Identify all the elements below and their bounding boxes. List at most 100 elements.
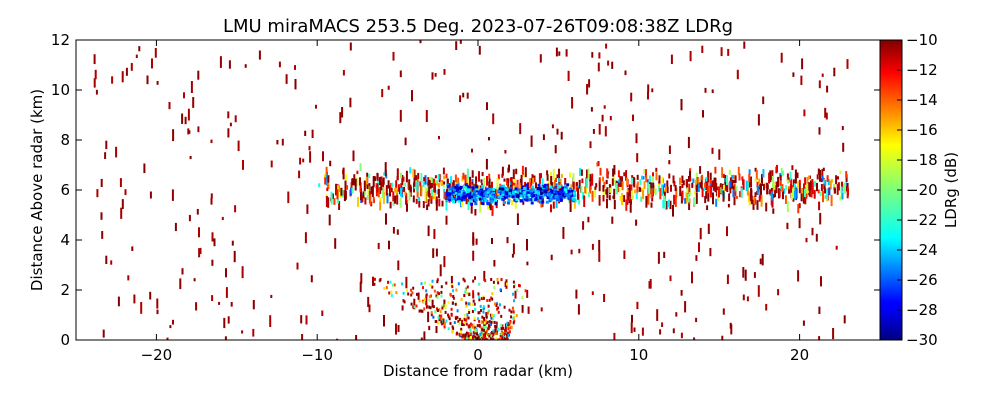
- radar-gate-boundary-layer-echo: [484, 335, 487, 339]
- radar-gate-cloud-layer-6km: [631, 177, 634, 184]
- radar-gate-boundary-layer-echo: [471, 310, 474, 313]
- radar-gate-sparse-noise-speckles: [199, 247, 202, 254]
- radar-gate-boundary-layer-echo: [490, 313, 492, 317]
- radar-gate-cloud-layer-6km: [659, 188, 662, 200]
- radar-gate-cloud-layer-6km: [802, 192, 805, 204]
- radar-gate-boundary-layer-echo: [387, 280, 389, 284]
- radar-gate-cloud-layer-6km: [589, 186, 592, 194]
- radar-gate-boundary-layer-echo: [373, 282, 376, 286]
- radar-gate-sparse-noise-speckles: [342, 70, 345, 76]
- radar-gate-cloud-layer-6km: [721, 185, 724, 196]
- radar-gate-boundary-layer-echo: [473, 316, 476, 320]
- radar-gate-sparse-noise-speckles: [127, 275, 130, 281]
- radar-gate-cloud-layer-6km: [377, 187, 380, 198]
- radar-gate-cloud-layer-6km: [829, 180, 832, 190]
- radar-gate-cloud-layer-6km: [775, 185, 778, 190]
- radar-gate-sparse-noise-speckles: [648, 281, 651, 289]
- radar-gate-sparse-noise-speckles: [649, 279, 652, 289]
- radar-gate-cloud-layer-6km: [605, 189, 608, 195]
- radar-gate-cloud-layer-6km: [810, 190, 813, 198]
- radar-gate-sparse-noise-speckles: [285, 74, 288, 84]
- radar-gate-boundary-layer-echo: [432, 305, 435, 309]
- radar-gate-cloud-layer-6km: [657, 183, 660, 188]
- radar-gate-sparse-noise-speckles: [657, 251, 660, 264]
- radar-gate-sparse-noise-speckles: [368, 304, 371, 313]
- radar-gate-cloud-layer-6km: [435, 199, 438, 211]
- radar-gate-ice-core-low-ldr: [519, 194, 523, 198]
- radar-gate-boundary-layer-echo: [480, 326, 483, 330]
- radar-gate-sparse-noise-speckles: [287, 191, 290, 204]
- radar-gate-sparse-noise-speckles: [805, 237, 808, 243]
- radar-gate-sparse-noise-speckles: [470, 203, 473, 214]
- radar-gate-boundary-layer-echo: [486, 299, 489, 302]
- radar-gate-sparse-noise-speckles: [455, 41, 458, 50]
- radar-gate-sparse-noise-speckles: [601, 114, 604, 122]
- radar-gate-cloud-layer-6km: [779, 180, 782, 186]
- radar-gate-sparse-noise-speckles: [392, 227, 395, 234]
- radar-gate-boundary-layer-echo: [468, 309, 471, 312]
- radar-gate-sparse-noise-speckles: [459, 40, 462, 44]
- radar-gate-sparse-noise-speckles: [824, 107, 827, 118]
- radar-gate-cloud-layer-6km: [362, 191, 365, 199]
- radar-gate-cloud-layer-6km: [630, 184, 633, 191]
- radar-gate-sparse-noise-speckles: [798, 203, 801, 209]
- radar-gate-cloud-layer-6km: [756, 200, 759, 210]
- radar-gate-ice-core-low-ldr: [535, 196, 539, 200]
- radar-gate-boundary-layer-echo: [474, 308, 477, 311]
- radar-gate-sparse-noise-speckles: [353, 174, 356, 186]
- radar-gate-boundary-layer-echo: [512, 292, 515, 296]
- radar-gate-sparse-noise-speckles: [169, 325, 172, 329]
- radar-gate-boundary-layer-echo: [495, 336, 498, 340]
- radar-gate-boundary-layer-echo: [444, 306, 447, 310]
- radar-gate-sparse-noise-speckles: [478, 45, 481, 55]
- radar-gate-ice-core-low-ldr: [543, 188, 547, 192]
- radar-gate-cloud-layer-6km: [361, 195, 364, 203]
- radar-gate-ice-core-low-ldr: [499, 185, 503, 188]
- radar-gate-sparse-noise-speckles: [582, 221, 585, 230]
- radar-gate-boundary-layer-echo: [476, 332, 478, 336]
- radar-gate-cloud-layer-6km: [590, 176, 593, 182]
- radar-gate-ice-core-low-ldr: [503, 201, 507, 204]
- radar-gate-sparse-noise-speckles: [276, 140, 279, 145]
- radar-gate-boundary-layer-echo: [500, 314, 503, 318]
- radar-gate-cloud-layer-6km: [591, 173, 594, 186]
- radar-gate-sparse-noise-speckles: [211, 232, 214, 242]
- radar-gate-boundary-layer-echo: [406, 289, 408, 293]
- radar-gate-cloud-layer-6km: [428, 179, 430, 186]
- radar-gate-boundary-layer-echo: [443, 299, 446, 303]
- radar-gate-ice-core-low-ldr: [497, 195, 501, 198]
- radar-gate-cloud-layer-6km: [586, 169, 588, 181]
- radar-gate-cloud-layer-6km: [491, 205, 494, 216]
- radar-gate-ice-core-low-ldr: [461, 196, 465, 200]
- radar-gate-sparse-noise-speckles: [224, 336, 227, 340]
- radar-gate-boundary-layer-echo: [460, 330, 462, 334]
- radar-gate-cloud-layer-6km: [478, 171, 480, 182]
- radar-gate-cloud-layer-6km: [748, 169, 751, 175]
- radar-gate-cloud-layer-6km: [839, 196, 842, 201]
- radar-gate-boundary-layer-echo: [507, 322, 510, 326]
- radar-gate-boundary-layer-echo: [487, 311, 489, 315]
- radar-gate-cloud-layer-6km: [761, 174, 763, 186]
- radar-gate-cloud-layer-6km: [521, 165, 524, 175]
- radar-gate-sparse-noise-speckles: [591, 243, 594, 250]
- radar-gate-cloud-layer-6km: [769, 170, 772, 183]
- radar-gate-sparse-noise-speckles: [527, 306, 530, 314]
- radar-gate-boundary-layer-echo: [436, 278, 439, 282]
- colorbar-tick-label: −16: [906, 121, 938, 139]
- radar-gate-sparse-noise-speckles: [110, 260, 113, 265]
- radar-gate-sparse-noise-speckles: [501, 166, 504, 176]
- radar-gate-sparse-noise-speckles: [304, 232, 307, 244]
- radar-gate-sparse-noise-speckles: [488, 137, 490, 141]
- colorbar-tick-label: −12: [906, 61, 938, 79]
- radar-gate-cloud-layer-6km: [359, 163, 362, 172]
- radar-gate-sparse-noise-speckles: [396, 168, 399, 181]
- radar-gate-sparse-noise-speckles: [635, 219, 638, 226]
- radar-gate-cloud-layer-6km: [596, 162, 599, 167]
- radar-gate-cloud-layer-6km: [783, 188, 786, 194]
- radar-gate-cloud-layer-6km: [645, 195, 648, 208]
- radar-gate-boundary-layer-echo: [478, 319, 481, 323]
- radar-gate-cloud-layer-6km: [580, 185, 583, 194]
- radar-gate-cloud-layer-6km: [715, 198, 718, 207]
- radar-gate-cloud-layer-6km: [733, 183, 736, 193]
- radar-gate-sparse-noise-speckles: [396, 229, 399, 235]
